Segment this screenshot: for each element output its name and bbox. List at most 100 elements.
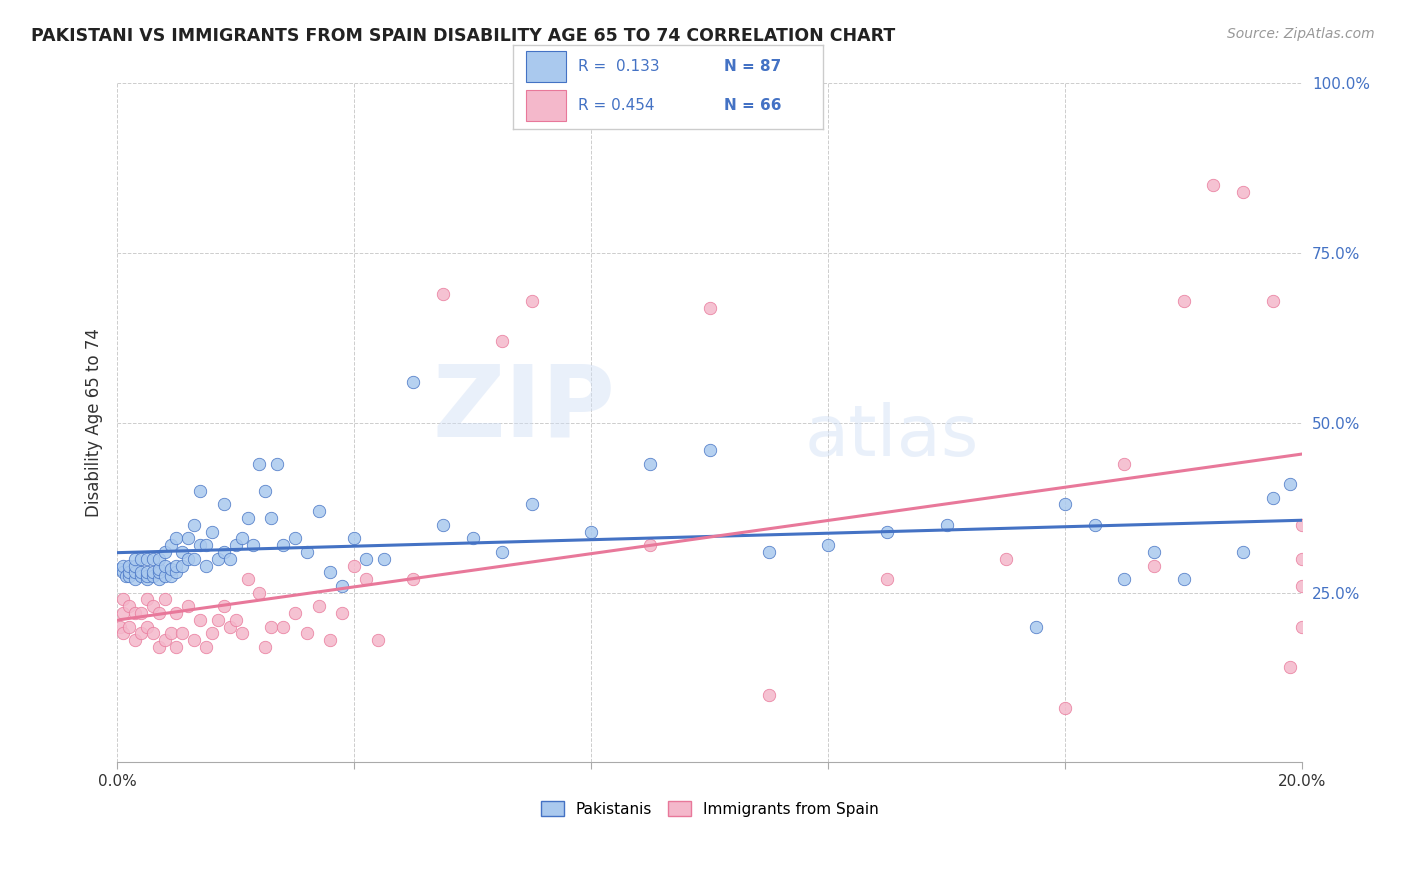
Point [260, 511, 283, 525]
Point [142, 599, 165, 614]
Point [183, 633, 205, 648]
Point [124, 566, 146, 580]
Point [142, 551, 165, 566]
Point [935, 517, 957, 532]
Point [148, 572, 170, 586]
Point [817, 538, 839, 552]
Point [1054, 497, 1077, 511]
Point [135, 572, 157, 586]
Point [260, 620, 283, 634]
Point [201, 626, 224, 640]
Point [112, 606, 135, 620]
Point [153, 545, 176, 559]
Point [1291, 620, 1313, 634]
Point [142, 566, 165, 580]
Point [148, 566, 170, 580]
Point [207, 551, 229, 566]
Text: R =  0.133: R = 0.133 [578, 59, 659, 74]
Point [1279, 660, 1302, 674]
Point [148, 640, 170, 654]
Point [236, 511, 259, 525]
Point [148, 551, 170, 566]
Text: atlas: atlas [804, 402, 979, 471]
Point [118, 620, 141, 634]
Point [159, 626, 181, 640]
Point [118, 566, 141, 580]
Point [108, 562, 131, 576]
Point [1202, 178, 1225, 193]
Point [295, 545, 318, 559]
Point [129, 606, 152, 620]
Point [218, 551, 240, 566]
Point [225, 613, 247, 627]
Point [112, 626, 135, 640]
Point [354, 572, 377, 586]
Point [153, 558, 176, 573]
Point [284, 606, 307, 620]
Text: Source: ZipAtlas.com: Source: ZipAtlas.com [1227, 27, 1375, 41]
Point [373, 551, 395, 566]
Point [1173, 572, 1195, 586]
Text: N = 66: N = 66 [724, 98, 780, 113]
Point [159, 538, 181, 552]
Point [159, 568, 181, 582]
Point [153, 592, 176, 607]
Point [188, 538, 211, 552]
Text: N = 87: N = 87 [724, 59, 780, 74]
Point [165, 640, 187, 654]
Point [308, 504, 330, 518]
Point [231, 532, 253, 546]
Point [212, 497, 235, 511]
Point [172, 626, 194, 640]
Point [153, 633, 176, 648]
Point [1084, 517, 1107, 532]
Point [354, 551, 377, 566]
Point [1291, 517, 1313, 532]
Point [183, 551, 205, 566]
Point [118, 599, 141, 614]
Point [1143, 558, 1166, 573]
Point [124, 572, 146, 586]
Point [177, 532, 200, 546]
Point [135, 551, 157, 566]
Point [112, 592, 135, 607]
Point [165, 606, 187, 620]
Y-axis label: Disability Age 65 to 74: Disability Age 65 to 74 [86, 328, 103, 517]
Point [165, 532, 187, 546]
Point [876, 524, 898, 539]
Point [135, 592, 157, 607]
Point [118, 558, 141, 573]
Point [254, 483, 277, 498]
Point [1291, 551, 1313, 566]
Point [212, 545, 235, 559]
Point [640, 457, 662, 471]
Point [112, 558, 135, 573]
Point [520, 293, 543, 308]
Point [1291, 579, 1313, 593]
Point [142, 568, 165, 582]
Point [1232, 545, 1254, 559]
Point [271, 538, 294, 552]
Point [153, 568, 176, 582]
Point [129, 566, 152, 580]
Bar [526, 52, 565, 82]
Point [330, 579, 353, 593]
Point [124, 551, 146, 566]
Point [148, 606, 170, 620]
Point [1143, 545, 1166, 559]
Point [308, 599, 330, 614]
Point [579, 524, 602, 539]
Point [1279, 477, 1302, 491]
Point [201, 524, 224, 539]
Text: ZIP: ZIP [432, 361, 614, 458]
Point [212, 599, 235, 614]
Point [367, 633, 389, 648]
Bar [526, 90, 565, 120]
Point [225, 538, 247, 552]
Point [271, 620, 294, 634]
Legend: Pakistanis, Immigrants from Spain: Pakistanis, Immigrants from Spain [534, 795, 884, 822]
Point [520, 497, 543, 511]
Point [402, 375, 425, 389]
Point [177, 599, 200, 614]
Point [1114, 572, 1136, 586]
